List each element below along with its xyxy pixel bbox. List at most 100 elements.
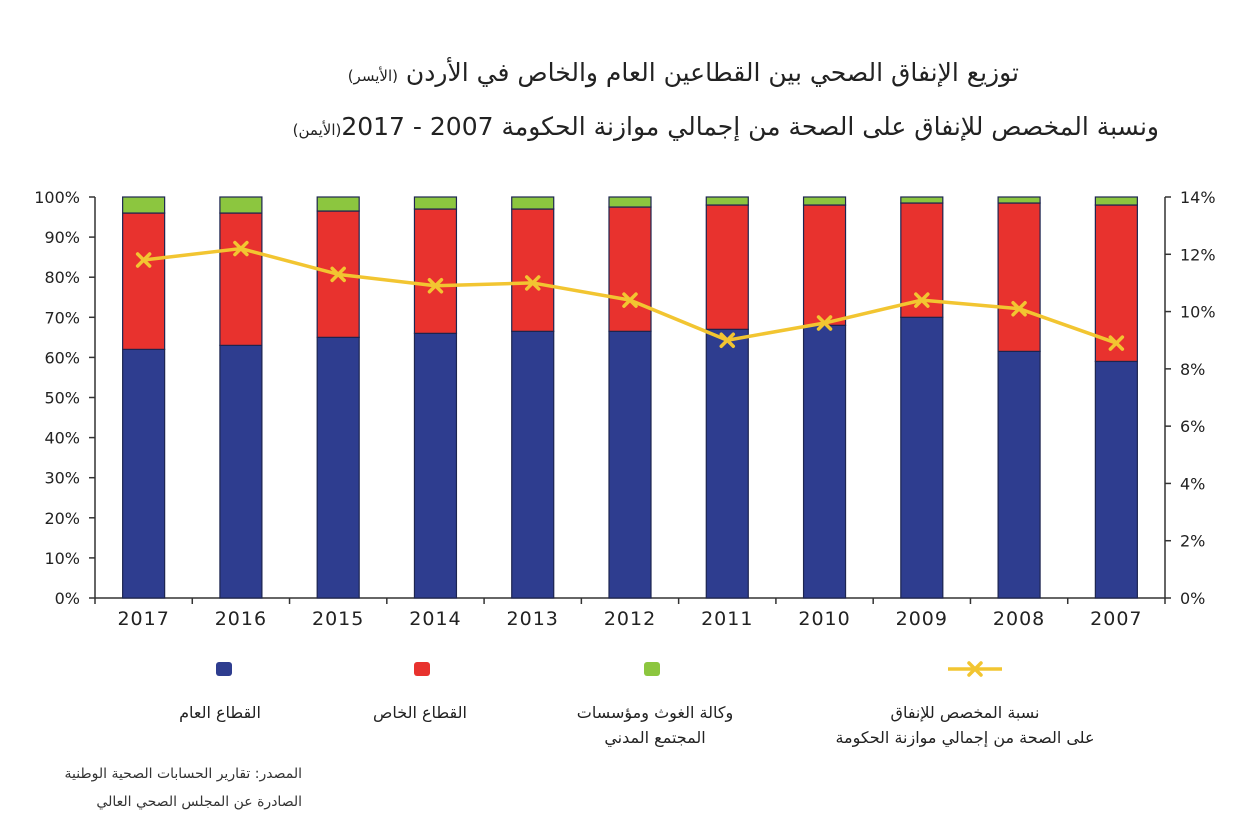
- chart-title-note: (الأيسر): [347, 67, 398, 85]
- x-axis-tick-label: 2007: [1090, 608, 1142, 630]
- chart-bars: [122, 196, 1138, 599]
- left-axis-tick-label: 90%: [44, 228, 80, 247]
- chart-subtitle-note: (الأيمن): [292, 121, 342, 139]
- x-axis-tick-label: 2013: [507, 608, 559, 630]
- bar-segment-unrwa: [219, 196, 263, 214]
- x-axis-tick-label: 2010: [798, 608, 850, 630]
- chart-title-line2: ونسبة المخصص للإنفاق على الصحة من إجمالي…: [293, 112, 1159, 141]
- source-line2: الصادرة عن المجلس الصحي العالي: [96, 794, 302, 810]
- legend-swatch-private: [414, 662, 430, 676]
- bar-segment-unrwa: [511, 196, 555, 210]
- line-marker-stroke: [427, 278, 444, 294]
- bar-segment-unrwa: [802, 196, 847, 206]
- bar-segment-public: [413, 332, 458, 599]
- line-marker-stroke: [233, 240, 249, 257]
- line-marker-stroke: [524, 275, 541, 291]
- left-axis-tick-label: 20%: [44, 509, 80, 528]
- legend-label-share: نسبة المخصص للإنفاق على الصحة من إجمالي …: [795, 700, 1135, 750]
- bar-segment-unrwa: [705, 196, 749, 206]
- legend-marker-share: [967, 661, 983, 677]
- legend-label-private: القطاع الخاص: [373, 703, 467, 722]
- bar-segment-public: [122, 348, 166, 599]
- x-axis-tick-label: 2017: [117, 608, 169, 630]
- bar-segment-private: [122, 212, 166, 350]
- legend-marks: [216, 661, 1002, 677]
- legend-swatch-unrwa: [644, 662, 660, 676]
- line-marker: [719, 332, 736, 348]
- bar-segment-private: [511, 208, 555, 332]
- bar-segment-private: [900, 202, 944, 318]
- x-axis-tick-label: 2008: [993, 608, 1045, 630]
- legend-label-public: القطاع العام: [179, 703, 261, 722]
- bar-segment-unrwa: [316, 196, 360, 212]
- bar-segment-private: [705, 204, 749, 330]
- right-axis-tick-label: 12%: [1180, 245, 1216, 264]
- chart-title-text: توزيع الإنفاق الصحي بين القطاعين العام و…: [405, 58, 1019, 87]
- left-axis-tick-label: 70%: [44, 308, 80, 327]
- bar-segment-public: [802, 324, 847, 599]
- bar-segment-unrwa: [122, 196, 166, 214]
- right-axis-tick-label: 6%: [1180, 417, 1205, 436]
- line-marker: [427, 278, 444, 294]
- bar-segment-unrwa: [608, 196, 652, 208]
- line-marker-stroke: [622, 292, 638, 308]
- bar-segment-unrwa: [997, 196, 1041, 204]
- bar-segment-public: [511, 330, 555, 599]
- bar-segment-private: [413, 208, 458, 334]
- right-axis-tick-label: 8%: [1180, 360, 1205, 379]
- line-marker: [330, 266, 346, 283]
- bar-segment-public: [608, 330, 652, 599]
- chart-subtitle-text: ونسبة المخصص للإنفاق على الصحة من إجمالي…: [341, 112, 1159, 141]
- chart-title-line1: توزيع الإنفاق الصحي بين القطاعين العام و…: [348, 58, 1019, 87]
- left-axis-tick-label: 100%: [34, 188, 80, 207]
- line-marker-stroke: [330, 266, 346, 283]
- line-marker: [233, 240, 249, 257]
- right-axis-tick-label: 14%: [1180, 188, 1216, 207]
- x-axis-tick-label: 2016: [215, 608, 267, 630]
- legend-label-share-line1: نسبة المخصص للإنفاق: [890, 703, 1040, 722]
- line-marker-stroke: [719, 332, 736, 348]
- bar-segment-public: [1094, 360, 1138, 599]
- bar-segment-unrwa: [413, 196, 458, 210]
- line-marker: [1108, 335, 1125, 351]
- line-marker-stroke: [816, 315, 833, 331]
- left-axis-tick-label: 80%: [44, 268, 80, 287]
- line-marker: [816, 315, 833, 331]
- left-axis-tick-label: 40%: [44, 429, 80, 448]
- x-axis-tick-label: 2014: [409, 608, 461, 630]
- x-axis-tick-label: 2009: [896, 608, 948, 630]
- legend-label-unrwa-line2: المجتمع المدني: [604, 728, 706, 747]
- x-axis-tick-label: 2011: [701, 608, 753, 630]
- chart-line: [135, 240, 1125, 351]
- legend-label-unrwa: وكالة الغوث ومؤسسات المجتمع المدني: [550, 700, 760, 750]
- left-axis-tick-label: 30%: [44, 469, 80, 488]
- legend-label-share-line2: على الصحة من إجمالي موازنة الحكومة: [835, 728, 1095, 747]
- left-axis-tick-label: 50%: [44, 389, 80, 408]
- right-axis-tick-label: 2%: [1180, 532, 1205, 551]
- bar-segment-private: [219, 212, 263, 346]
- bar-segment-public: [997, 350, 1041, 599]
- bar-segment-private: [997, 202, 1041, 352]
- x-axis-tick-label: 2015: [312, 608, 364, 630]
- left-axis-tick-label: 0%: [55, 589, 80, 608]
- line-marker: [1011, 300, 1027, 317]
- line-marker: [524, 275, 541, 291]
- bar-segment-unrwa: [1094, 196, 1138, 206]
- left-axis-tick-label: 60%: [44, 348, 80, 367]
- bar-segment-public: [316, 336, 360, 599]
- line-marker-stroke: [914, 292, 930, 308]
- bar-segment-public: [219, 344, 263, 599]
- line-marker: [622, 292, 638, 308]
- x-axis-tick-label: 2012: [604, 608, 656, 630]
- bar-segment-public: [900, 316, 944, 599]
- bar-segment-private: [608, 206, 652, 332]
- left-axis-tick-label: 10%: [44, 549, 80, 568]
- line-marker: [914, 292, 930, 308]
- right-axis-tick-label: 10%: [1180, 303, 1216, 322]
- bar-segment-unrwa: [900, 196, 944, 204]
- source-line1: المصدر: تقارير الحسابات الصحية الوطنية: [64, 766, 302, 782]
- bar-segment-public: [705, 328, 749, 599]
- chart-axes: 0% 10% 20% 30% 40% 50% 60% 70% 80% 90% 100% 0% 2% 4% 6…: [34, 188, 1215, 630]
- legend-swatch-public: [216, 662, 232, 676]
